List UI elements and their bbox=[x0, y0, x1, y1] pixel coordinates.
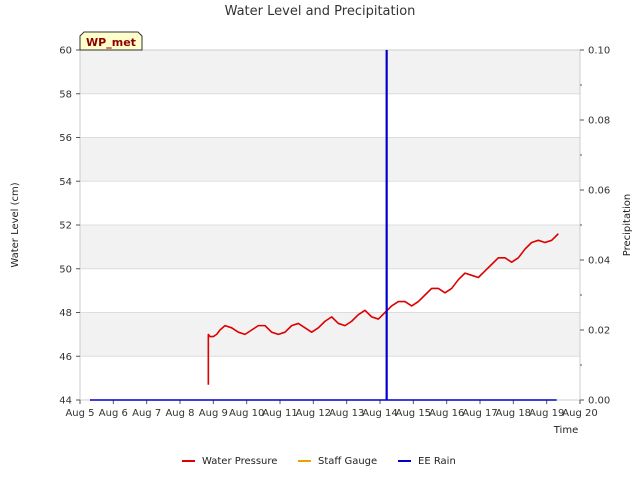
y2-tick-label: 0.10 bbox=[588, 46, 610, 57]
legend-label-water-pressure: Water Pressure bbox=[202, 456, 277, 467]
y2-tick-label: 0.04 bbox=[588, 256, 610, 267]
y-axis: 44 46 48 50 52 54 56 58 60 bbox=[59, 46, 80, 407]
x-tick-label: Aug 5 bbox=[65, 408, 94, 419]
chart-title: Water Level and Precipitation bbox=[225, 4, 416, 19]
y2-axis-label: Precipitation bbox=[622, 194, 633, 257]
y-tick-label: 48 bbox=[59, 308, 72, 319]
legend-label-ee-rain: EE Rain bbox=[418, 456, 456, 467]
legend: Water Pressure Staff Gauge EE Rain bbox=[182, 456, 456, 467]
y2-tick-label: 0.06 bbox=[588, 186, 610, 197]
x-axis-label: Time bbox=[553, 425, 578, 436]
site-badge-label: WP_met bbox=[86, 36, 136, 49]
x-tick-label: Aug 19 bbox=[529, 408, 564, 419]
y-tick-label: 50 bbox=[59, 264, 72, 275]
x-tick-label: Aug 17 bbox=[462, 408, 497, 419]
y-tick-label: 46 bbox=[59, 352, 72, 363]
y-tick-label: 56 bbox=[59, 133, 72, 144]
legend-label-staff-gauge: Staff Gauge bbox=[318, 456, 377, 467]
y2-tick-label: 0.02 bbox=[588, 326, 610, 337]
x-tick-label: Aug 11 bbox=[262, 408, 297, 419]
plot-band bbox=[80, 225, 580, 269]
x-tick-label: Aug 10 bbox=[229, 408, 264, 419]
x-tick-label: Aug 14 bbox=[362, 408, 397, 419]
x-tick-label: Aug 9 bbox=[199, 408, 228, 419]
x-tick-label: Aug 13 bbox=[329, 408, 364, 419]
y-tick-label: 52 bbox=[59, 221, 72, 232]
plot-band bbox=[80, 50, 580, 94]
x-tick-label: Aug 15 bbox=[396, 408, 431, 419]
y-tick-label: 44 bbox=[59, 396, 72, 407]
x-tick-label: Aug 7 bbox=[132, 408, 161, 419]
x-tick-label: Aug 6 bbox=[99, 408, 128, 419]
x-tick-label: Aug 18 bbox=[496, 408, 531, 419]
y2-axis: 0.00 0.02 0.04 0.06 0.08 0.10 bbox=[580, 46, 610, 407]
plot-band bbox=[80, 312, 580, 357]
y-axis-label: Water Level (cm) bbox=[10, 182, 21, 267]
y2-tick-label: 0.00 bbox=[588, 396, 610, 407]
y-tick-label: 54 bbox=[59, 177, 72, 188]
plot-band bbox=[80, 137, 580, 182]
x-tick-label: Aug 12 bbox=[296, 408, 331, 419]
y2-tick-label: 0.08 bbox=[588, 116, 610, 127]
series-water-pressure-line bbox=[207, 233, 559, 385]
x-tick-label: Aug 8 bbox=[165, 408, 194, 419]
y-tick-label: 58 bbox=[59, 89, 72, 100]
series-layer bbox=[90, 50, 559, 401]
site-badge-box bbox=[79, 31, 143, 51]
y-tick-label: 60 bbox=[59, 46, 72, 57]
site-badge: WP_met bbox=[79, 31, 143, 51]
x-tick-label: Aug 16 bbox=[429, 408, 464, 419]
x-tick-label: Aug 20 bbox=[562, 408, 597, 419]
plot-bands bbox=[80, 49, 580, 401]
